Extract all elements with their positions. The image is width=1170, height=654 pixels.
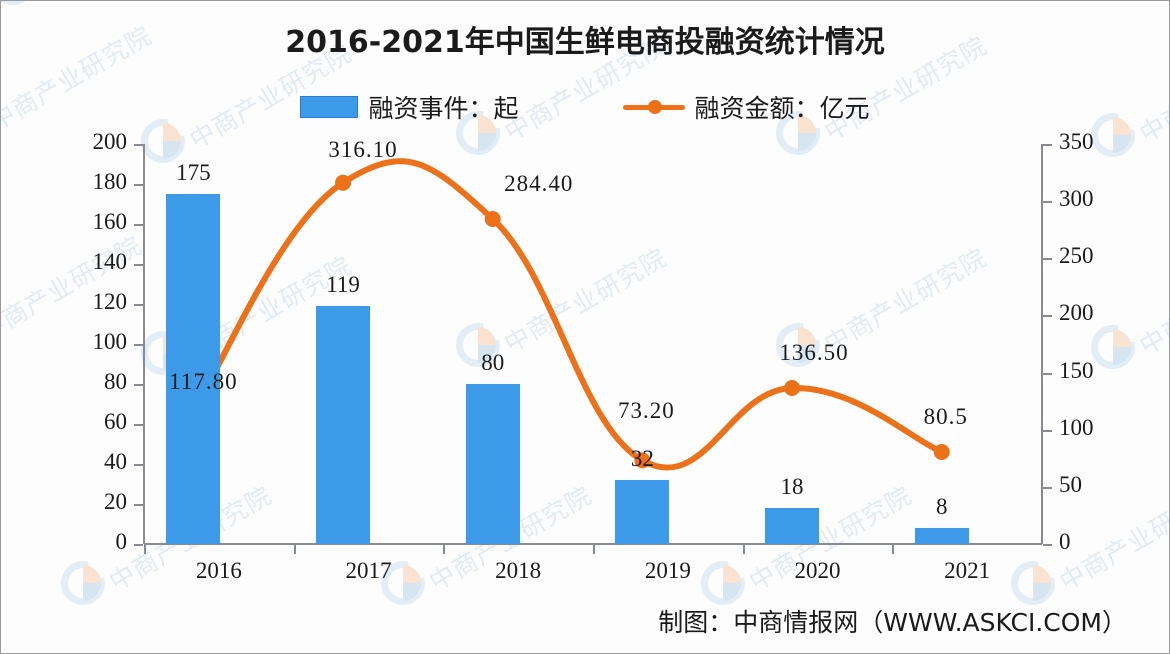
legend-line-label: 融资金额：亿元 <box>694 94 870 123</box>
bar-2021[interactable] <box>914 528 969 544</box>
y-tick-right <box>1043 258 1052 261</box>
legend-item-bar[interactable]: 融资事件：起 <box>300 89 519 125</box>
x-tick-label: 2016 <box>195 558 242 583</box>
legend-bar-swatch <box>300 96 359 118</box>
chart-credit: 制图：中商情报网（WWW.ASKCI.COM） <box>658 608 1127 637</box>
y-tick-left <box>134 504 143 506</box>
chart-title: 2016-2021年中国生鲜电商投融资统计情况 <box>285 25 885 60</box>
legend-line-swatch <box>622 96 685 118</box>
bar-value-label: 8 <box>935 494 948 519</box>
y-tick-left <box>134 304 143 306</box>
x-tick-label: 2020 <box>794 558 841 583</box>
bar-2017[interactable] <box>316 306 371 544</box>
x-tick-label: 2021 <box>944 558 991 583</box>
y-tick-right <box>1043 486 1052 489</box>
y-tick-label-right: 200 <box>1059 300 1094 326</box>
y-tick-left <box>134 424 143 426</box>
x-tick-label: 2018 <box>495 558 542 583</box>
bar-value-label: 18 <box>780 474 804 499</box>
x-tick-label: 2017 <box>345 558 392 583</box>
y-tick-left <box>134 144 143 146</box>
y-tick-label-right: 300 <box>1059 186 1094 212</box>
y-tick-right <box>1043 372 1052 375</box>
x-tick-label: 2019 <box>644 558 691 583</box>
line-value-label: 284.40 <box>504 170 574 196</box>
y-tick-label-left: 60 <box>104 409 127 434</box>
y-tick-label-left: 20 <box>104 489 127 514</box>
x-tick <box>593 544 595 554</box>
line-value-label: 73.20 <box>618 398 675 424</box>
x-tick <box>742 544 745 554</box>
y-tick-left <box>134 464 143 466</box>
y-tick-label-right: 50 <box>1059 471 1082 497</box>
bar-2020[interactable] <box>765 508 820 544</box>
y-tick-label-left: 160 <box>92 209 128 234</box>
y-tick-left <box>134 384 143 386</box>
y-tick-label-left: 80 <box>104 369 127 394</box>
y-tick-label-left: 40 <box>104 449 127 474</box>
y-tick-left <box>134 184 143 186</box>
x-tick <box>443 544 446 554</box>
line-value-label: 316.10 <box>328 136 398 162</box>
chart-legend: 融资事件：起 融资金额：亿元 <box>1 89 1169 125</box>
x-tick <box>293 544 296 554</box>
bar-value-label: 119 <box>326 272 360 297</box>
y-tick-label-left: 200 <box>92 129 128 154</box>
line-point-2017[interactable] <box>335 174 352 191</box>
y-tick-label-left: 180 <box>92 169 128 194</box>
line-series-svg <box>185 158 950 471</box>
legend-item-line[interactable]: 融资金额：亿元 <box>622 89 870 125</box>
bar-2019[interactable] <box>615 480 670 544</box>
y-tick-label-right: 100 <box>1059 414 1094 440</box>
y-tick-label-left: 0 <box>115 529 128 554</box>
y-tick-right <box>1043 144 1052 146</box>
y-tick-label-right: 350 <box>1059 129 1094 154</box>
y-tick-right <box>1043 315 1052 318</box>
y-axis-right <box>1041 144 1043 544</box>
line-path <box>190 158 945 471</box>
y-tick-label-right: 0 <box>1059 529 1071 554</box>
line-point-2021[interactable] <box>933 444 950 460</box>
line-value-label: 117.80 <box>169 369 238 395</box>
y-tick-right <box>1043 544 1052 546</box>
y-tick-right <box>1043 201 1052 204</box>
line-value-label: 80.5 <box>923 404 968 429</box>
plot-area: 0 20 40 60 80 100 120 140 160 180 200 0 50 100 150 200 2… <box>93 129 1094 583</box>
line-point-2019[interactable] <box>634 452 651 469</box>
y-tick-left <box>134 344 143 346</box>
line-value-label: 136.50 <box>779 340 849 365</box>
y-tick-label-left: 120 <box>92 289 128 314</box>
y-tick-label-right: 150 <box>1059 357 1094 383</box>
y-tick-label-left: 140 <box>92 249 128 274</box>
x-tick <box>892 544 895 554</box>
y-tick-label-left: 100 <box>92 329 128 354</box>
legend-bar-label: 融资事件：起 <box>368 94 519 123</box>
line-point-2018[interactable] <box>484 210 501 227</box>
x-tick <box>144 544 146 554</box>
bar-value-label: 175 <box>176 160 211 185</box>
y-tick-right <box>1043 429 1052 432</box>
y-tick-left <box>134 264 143 266</box>
bar-value-label: 32 <box>630 446 654 471</box>
y-tick-left <box>134 544 143 546</box>
y-tick-left <box>134 224 143 226</box>
y-tick-label-right: 250 <box>1059 243 1094 269</box>
bar-2018[interactable] <box>465 384 520 544</box>
line-point-2020[interactable] <box>784 380 801 396</box>
bar-value-label: 80 <box>481 350 505 375</box>
